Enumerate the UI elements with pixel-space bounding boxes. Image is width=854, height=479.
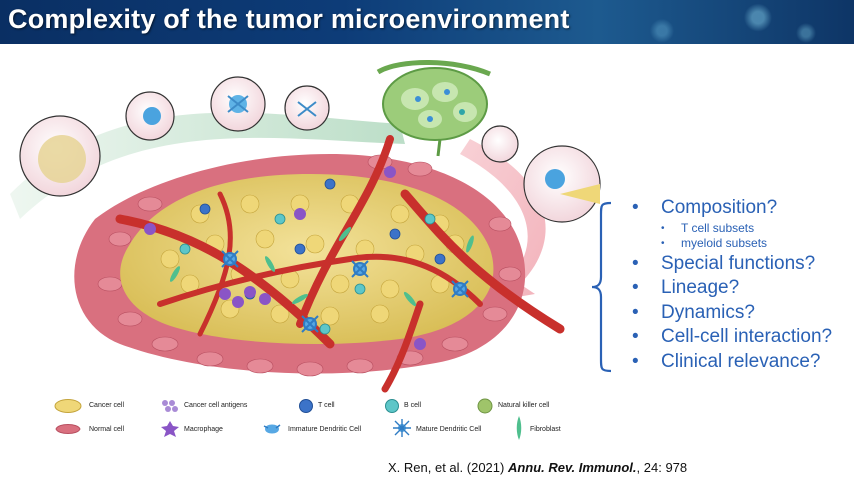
question-clinical-relevance: • Clinical relevance? [632,350,854,375]
bullet-icon: • [632,301,639,323]
legend-label: Fibroblast [530,426,561,433]
progression-arc [10,112,405,219]
question-cell-cell-interaction: • Cell-cell interaction? [632,325,854,350]
citation: X. Ren, et al. (2021) Annu. Rev. Immunol… [388,460,687,475]
b-cell-icon [385,399,399,413]
bullet-icon: • [632,277,639,299]
question-composition: • Composition? [632,196,854,221]
macrophage-icon [161,421,179,437]
question-list: • Composition? • T cell subsets • myeloi… [632,196,854,375]
legend-label: Mature Dendritic Cell [416,426,482,433]
cancer-cell-icon [54,399,82,413]
t-cell-icon [299,399,313,413]
slide-title: Complexity of the tumor microenvironment [8,4,570,34]
lymph-node [376,60,491,157]
figure-legend: Cancer cell Cancer cell antigens T cell … [40,398,600,444]
legend-label: T cell [318,402,335,409]
subitem-t-cell-subsets: • T cell subsets [661,220,755,235]
citation-details: , 24: 978 [636,460,688,475]
legend-label: Cancer cell [89,402,125,409]
progression-bubbles [19,76,601,223]
citation-authors: X. Ren, et al. (2021) [388,460,508,475]
bullet-icon: • [632,197,639,218]
citation-journal: Annu. Rev. Immunol. [507,460,637,475]
subitem-myeloid-subsets: • myeloid subsets [661,236,768,251]
legend-label: Immature Dendritic Cell [288,426,362,433]
fibroblasts [170,226,474,307]
b-cells [179,213,436,335]
legend-label: B cell [404,402,422,409]
nk-cell-icon [477,398,493,414]
fibroblast-icon [516,416,522,440]
legend-label: Natural killer cell [498,402,550,409]
bullet-icon: • [632,326,639,348]
immature-dc-icon [263,424,281,434]
tumor-illustration [10,60,601,393]
question-lineage: • Lineage? [632,276,854,301]
title-banner: Complexity of the tumor microenvironment [0,0,854,44]
dendritic-cells [221,250,469,333]
bullet-icon: • [661,238,665,250]
question-special-functions: • Special functions? [632,252,854,277]
legend-label: Macrophage [184,426,223,433]
macrophages [144,166,426,350]
legend-label: Cancer cell antigens [184,402,248,409]
mature-dc-icon [393,419,411,437]
bullet-icon: • [661,222,665,234]
bullet-icon: • [632,350,639,372]
question-bracket [591,201,612,373]
bullet-icon: • [632,252,639,274]
legend-label: Normal cell [89,426,125,433]
antigen-icon [162,400,178,412]
question-dynamics: • Dynamics? [632,301,854,326]
normal-cell-icon [55,424,81,434]
normal-cell-texture [97,154,522,377]
